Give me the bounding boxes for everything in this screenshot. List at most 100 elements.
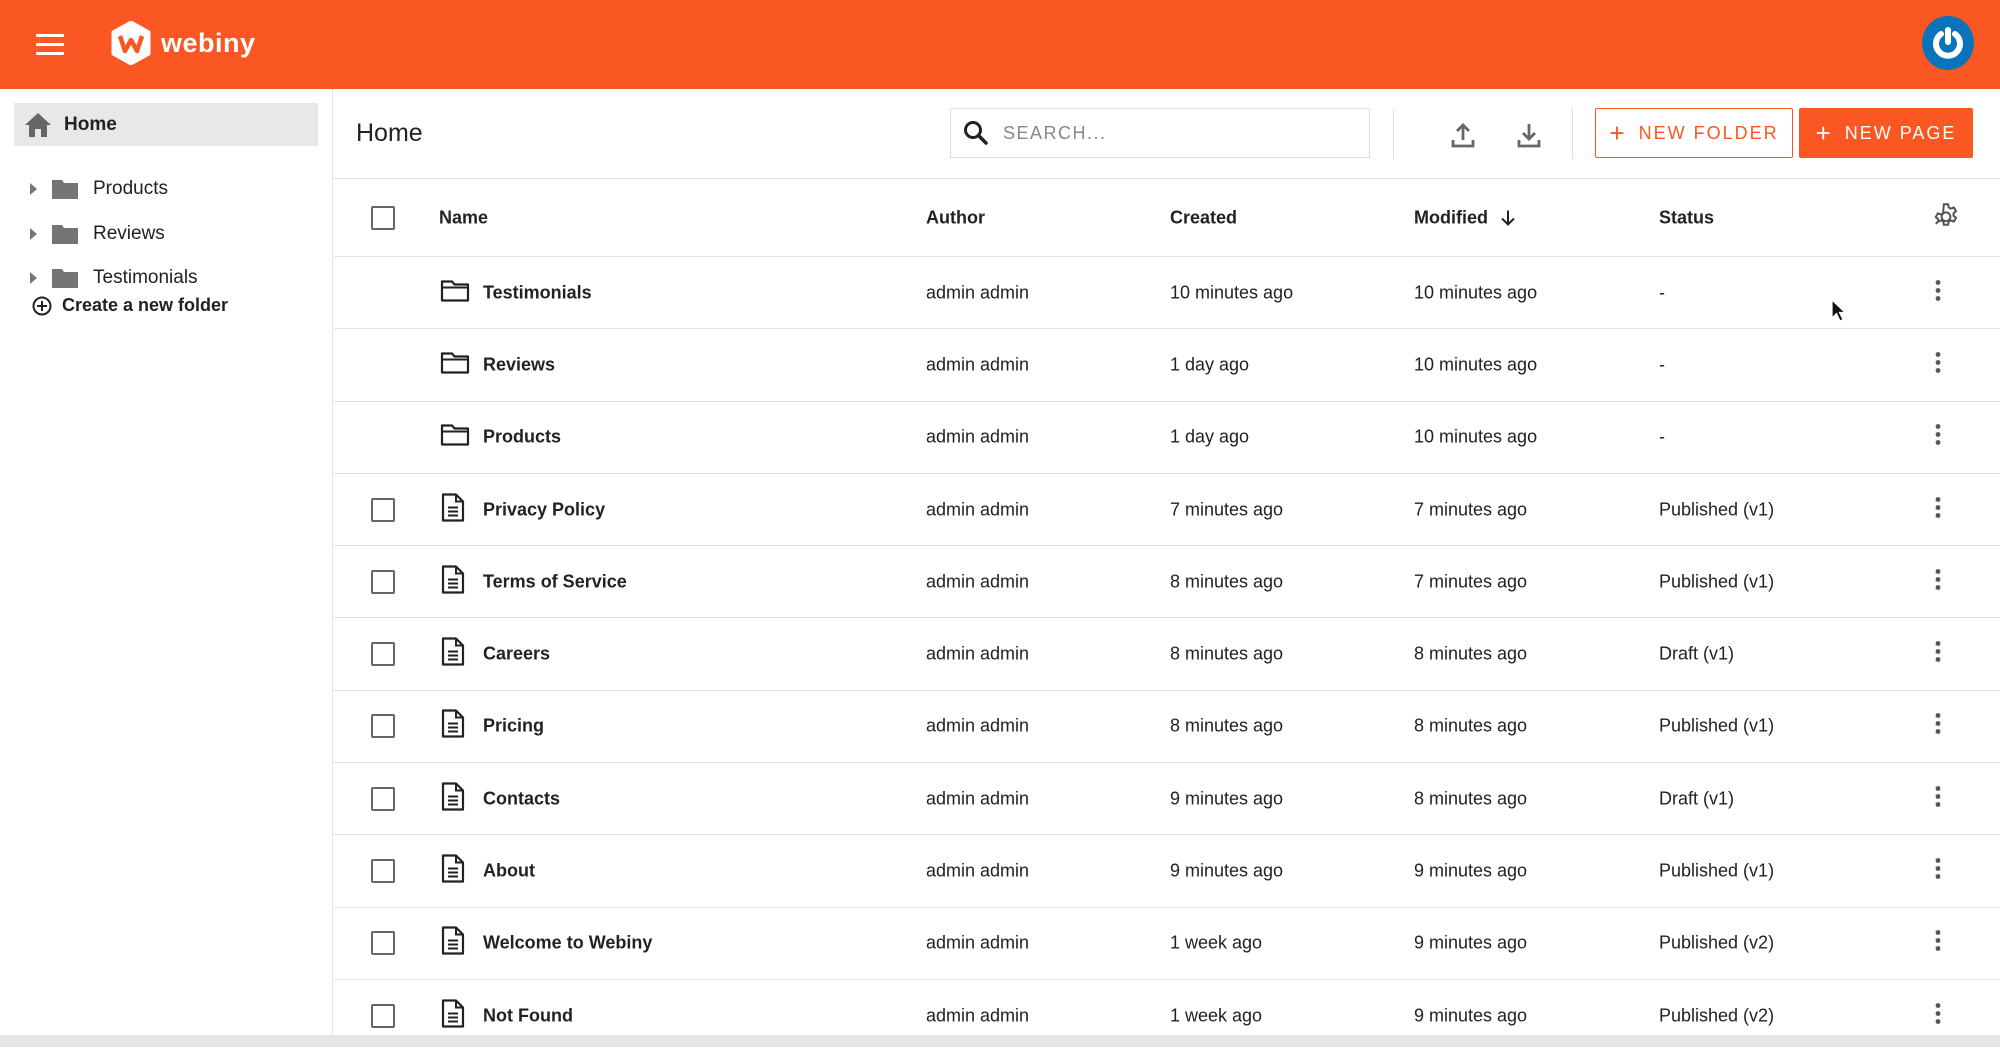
- row-checkbox[interactable]: [371, 569, 395, 594]
- sidebar-item-home[interactable]: Home: [14, 103, 318, 146]
- expand-icon[interactable]: [30, 272, 37, 284]
- row-checkbox[interactable]: [371, 931, 395, 956]
- select-all-checkbox[interactable]: [371, 205, 395, 230]
- column-author[interactable]: Author: [926, 207, 985, 227]
- row-menu-button[interactable]: [1934, 857, 1942, 886]
- row-menu-button[interactable]: [1934, 350, 1942, 379]
- search-box[interactable]: [950, 108, 1370, 158]
- create-folder-link[interactable]: Create a new folder: [32, 295, 228, 316]
- table-row[interactable]: Products admin admin 1 day ago 10 minutes a…: [334, 400, 2000, 473]
- table-row[interactable]: About admin admin 9 minutes ago 9 minutes a…: [334, 834, 2000, 906]
- row-created: 8 minutes ago: [1170, 643, 1284, 664]
- sidebar-item-reviews[interactable]: Reviews: [30, 214, 165, 254]
- row-modified: 10 minutes ago: [1414, 354, 1538, 375]
- folder-outline-icon: [440, 424, 470, 446]
- table-row[interactable]: Welcome to Webiny admin admin 1 week ago 9 …: [334, 906, 2000, 979]
- table-row[interactable]: Terms of Service admin admin 8 minutes ago…: [334, 545, 2000, 617]
- new-folder-button[interactable]: + NEW FOLDER: [1595, 108, 1793, 158]
- row-author: admin admin: [926, 788, 1030, 809]
- row-checkbox[interactable]: [371, 786, 395, 811]
- row-menu-button[interactable]: [1934, 567, 1942, 596]
- row-name[interactable]: Not Found: [483, 1005, 573, 1026]
- more-vertical-icon: [1935, 713, 1941, 735]
- row-name[interactable]: Reviews: [483, 354, 556, 375]
- row-modified: 8 minutes ago: [1414, 788, 1528, 809]
- row-menu-button[interactable]: [1934, 1001, 1942, 1030]
- row-menu-button[interactable]: [1934, 929, 1942, 958]
- row-created: 9 minutes ago: [1170, 788, 1284, 809]
- row-name[interactable]: Pricing: [483, 715, 545, 736]
- plus-icon: +: [1609, 117, 1625, 148]
- row-name[interactable]: Contacts: [483, 788, 561, 809]
- brand-name: webiny: [161, 27, 256, 58]
- table-header: Name Author Created Modified Status: [334, 178, 2000, 256]
- webiny-logo[interactable]: webiny: [111, 21, 256, 65]
- row-checkbox[interactable]: [371, 1003, 395, 1028]
- row-name[interactable]: About: [483, 860, 535, 881]
- expand-icon[interactable]: [30, 228, 37, 240]
- row-menu-button[interactable]: [1934, 784, 1942, 813]
- upload-button[interactable]: [1449, 121, 1477, 149]
- more-vertical-icon: [1935, 352, 1941, 373]
- table-row[interactable]: Not Found admin admin 1 week ago 9 minutes …: [334, 978, 2000, 1051]
- sidebar-item-label: Products: [93, 178, 168, 199]
- column-name[interactable]: Name: [439, 207, 489, 227]
- row-menu-button[interactable]: [1934, 495, 1942, 524]
- row-author: admin admin: [926, 499, 1030, 520]
- row-name[interactable]: Terms of Service: [483, 571, 627, 592]
- row-type-icon: [440, 854, 466, 889]
- row-modified: 9 minutes ago: [1414, 932, 1528, 953]
- table-row[interactable]: Reviews admin admin 1 day ago 10 minutes ag…: [334, 328, 2000, 400]
- more-vertical-icon: [1935, 858, 1941, 879]
- pages-table: Name Author Created Modified Status Test…: [334, 178, 2000, 1051]
- row-status: Published (v1): [1659, 715, 1775, 736]
- row-type-icon: [440, 278, 470, 307]
- row-menu-button[interactable]: [1934, 712, 1942, 741]
- new-page-button[interactable]: + NEW PAGE: [1799, 108, 1973, 158]
- table-row[interactable]: Pricing admin admin 8 minutes ago 8 minutes…: [334, 689, 2000, 762]
- sidebar-item-testimonials[interactable]: Testimonials: [30, 258, 198, 298]
- row-author: admin admin: [926, 860, 1030, 881]
- page-icon: [441, 565, 465, 594]
- row-name[interactable]: Testimonials: [483, 282, 592, 303]
- upload-icon: [1451, 123, 1475, 148]
- row-type-icon: [440, 926, 466, 961]
- table-row[interactable]: Testimonials admin admin 10 minutes ago 10 …: [334, 256, 2000, 328]
- search-input[interactable]: [1003, 122, 1343, 144]
- menu-icon[interactable]: [36, 34, 64, 56]
- download-button[interactable]: [1515, 121, 1543, 149]
- row-checkbox[interactable]: [371, 497, 395, 522]
- sidebar-item-products[interactable]: Products: [30, 169, 168, 209]
- row-name[interactable]: Privacy Policy: [483, 499, 606, 520]
- table-row[interactable]: Contacts admin admin 9 minutes ago 8 minute…: [334, 762, 2000, 834]
- column-modified[interactable]: Modified: [1414, 207, 1517, 228]
- row-name[interactable]: Careers: [483, 643, 551, 664]
- page-title: Home: [356, 119, 423, 147]
- row-menu-button[interactable]: [1934, 278, 1942, 307]
- row-menu-button[interactable]: [1934, 640, 1942, 669]
- row-name[interactable]: Welcome to Webiny: [483, 932, 653, 953]
- row-checkbox[interactable]: [371, 714, 395, 739]
- row-created: 9 minutes ago: [1170, 860, 1284, 881]
- expand-icon[interactable]: [30, 183, 37, 195]
- folder-icon: [52, 180, 78, 199]
- row-modified: 10 minutes ago: [1414, 282, 1538, 303]
- table-row[interactable]: Privacy Policy admin admin 7 minutes ago 7 …: [334, 472, 2000, 545]
- power-icon: [1933, 27, 1963, 59]
- row-created: 8 minutes ago: [1170, 715, 1284, 736]
- table-row[interactable]: Careers admin admin 8 minutes ago 8 minutes…: [334, 617, 2000, 689]
- column-status[interactable]: Status: [1659, 207, 1715, 227]
- user-avatar[interactable]: [1922, 16, 1974, 70]
- sidebar-item-label: Reviews: [93, 223, 165, 244]
- row-checkbox[interactable]: [371, 642, 395, 667]
- more-vertical-icon: [1935, 641, 1941, 663]
- row-checkbox[interactable]: [371, 859, 395, 884]
- column-settings-button[interactable]: [1931, 200, 1961, 235]
- row-menu-button[interactable]: [1934, 423, 1942, 452]
- row-name[interactable]: Products: [483, 426, 562, 447]
- row-type-icon: [440, 998, 466, 1033]
- row-created: 1 week ago: [1170, 1005, 1263, 1026]
- row-author: admin admin: [926, 932, 1030, 953]
- arrow-down-icon: [1501, 210, 1515, 226]
- column-created[interactable]: Created: [1170, 207, 1238, 227]
